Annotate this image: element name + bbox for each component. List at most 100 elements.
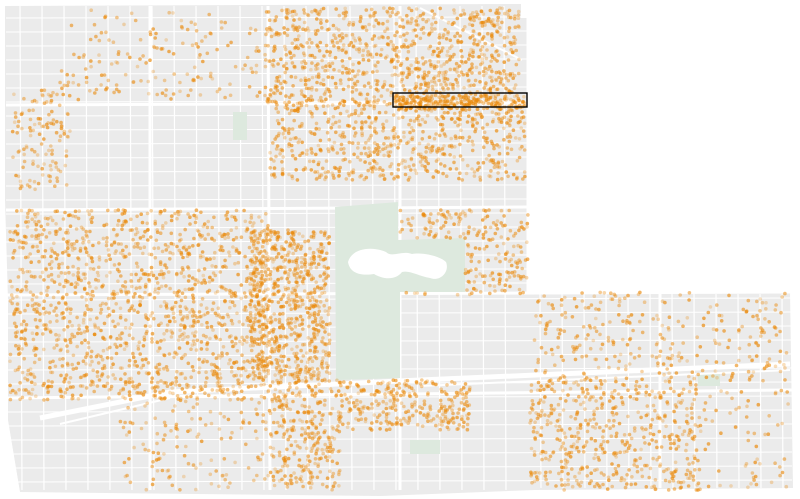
incident-point [368, 14, 373, 19]
incident-point [225, 312, 230, 317]
incident-point [653, 487, 658, 492]
incident-point [323, 111, 327, 115]
incident-point [156, 349, 160, 353]
incident-point [424, 227, 428, 231]
incident-point [465, 163, 470, 168]
incident-point [362, 84, 367, 88]
incident-point [25, 303, 30, 308]
incident-point [252, 279, 256, 283]
incident-point [393, 100, 398, 104]
incident-point [40, 270, 45, 275]
incident-point [299, 298, 303, 303]
incident-point [324, 353, 328, 357]
incident-point [177, 239, 182, 243]
incident-point [515, 177, 519, 181]
incident-point [665, 356, 670, 360]
incident-point [373, 126, 377, 131]
incident-point [693, 468, 697, 472]
incident-point [122, 347, 127, 352]
incident-point [313, 8, 317, 12]
incident-point [512, 274, 517, 278]
incident-point [454, 97, 459, 101]
incident-point [592, 417, 596, 421]
incident-point [487, 101, 491, 105]
incident-point [135, 245, 140, 249]
incident-point [202, 222, 207, 226]
incident-point [440, 103, 445, 107]
incident-point [448, 54, 453, 59]
incident-point [264, 322, 268, 327]
incident-point [767, 357, 772, 361]
incident-point [494, 11, 498, 15]
incident-point [460, 54, 464, 59]
incident-point [325, 130, 330, 135]
incident-point [490, 271, 495, 275]
incident-point [367, 115, 371, 119]
incident-point [278, 152, 282, 156]
incident-point [53, 364, 58, 369]
incident-point [117, 391, 121, 396]
incident-point [32, 375, 37, 379]
incident-point [432, 235, 436, 239]
incident-point [667, 380, 672, 384]
incident-point [274, 335, 278, 339]
incident-point [253, 238, 257, 243]
incident-point [234, 208, 239, 213]
incident-point [60, 261, 64, 266]
incident-point [50, 148, 54, 153]
incident-point [23, 255, 28, 260]
incident-point [280, 172, 285, 176]
incident-point [644, 413, 649, 418]
incident-point [574, 335, 578, 340]
incident-point [30, 298, 35, 302]
incident-point [691, 478, 696, 482]
incident-point [337, 125, 342, 129]
incident-point [522, 134, 527, 139]
incident-point [268, 150, 272, 155]
incident-point [414, 109, 418, 113]
incident-point [136, 310, 140, 315]
incident-point [323, 256, 328, 261]
incident-point [205, 325, 210, 330]
incident-point [63, 376, 68, 380]
incident-point [295, 245, 300, 249]
incident-point [208, 336, 212, 341]
incident-point [461, 232, 466, 236]
incident-point [598, 386, 603, 390]
incident-point [204, 334, 208, 339]
incident-point [63, 163, 68, 168]
incident-point [330, 75, 335, 80]
incident-point [512, 35, 516, 39]
incident-point [706, 310, 711, 315]
incident-point [309, 376, 314, 381]
incident-point [419, 107, 424, 111]
incident-point [289, 317, 294, 321]
incident-point [301, 274, 306, 279]
incident-point [280, 117, 285, 122]
incident-point [349, 40, 354, 45]
incident-point [407, 72, 412, 77]
incident-point [45, 326, 49, 331]
incident-point [760, 328, 765, 333]
incident-point [290, 246, 295, 250]
incident-point [385, 54, 389, 58]
incident-point [157, 286, 161, 291]
incident-point [73, 291, 77, 295]
incident-point [34, 346, 39, 351]
incident-point [18, 267, 22, 272]
incident-point [290, 9, 295, 14]
incident-point [437, 41, 442, 45]
incident-point [559, 459, 564, 464]
incident-point [266, 232, 270, 237]
incident-point [421, 31, 426, 35]
incident-point [406, 72, 410, 77]
incident-point [245, 277, 249, 281]
incident-point [497, 116, 501, 121]
incident-point [489, 158, 494, 162]
incident-point [44, 235, 49, 239]
incident-point [764, 300, 768, 305]
incident-point [545, 321, 550, 325]
incident-point [10, 284, 14, 289]
incident-point [483, 225, 488, 230]
incident-point [532, 450, 537, 454]
